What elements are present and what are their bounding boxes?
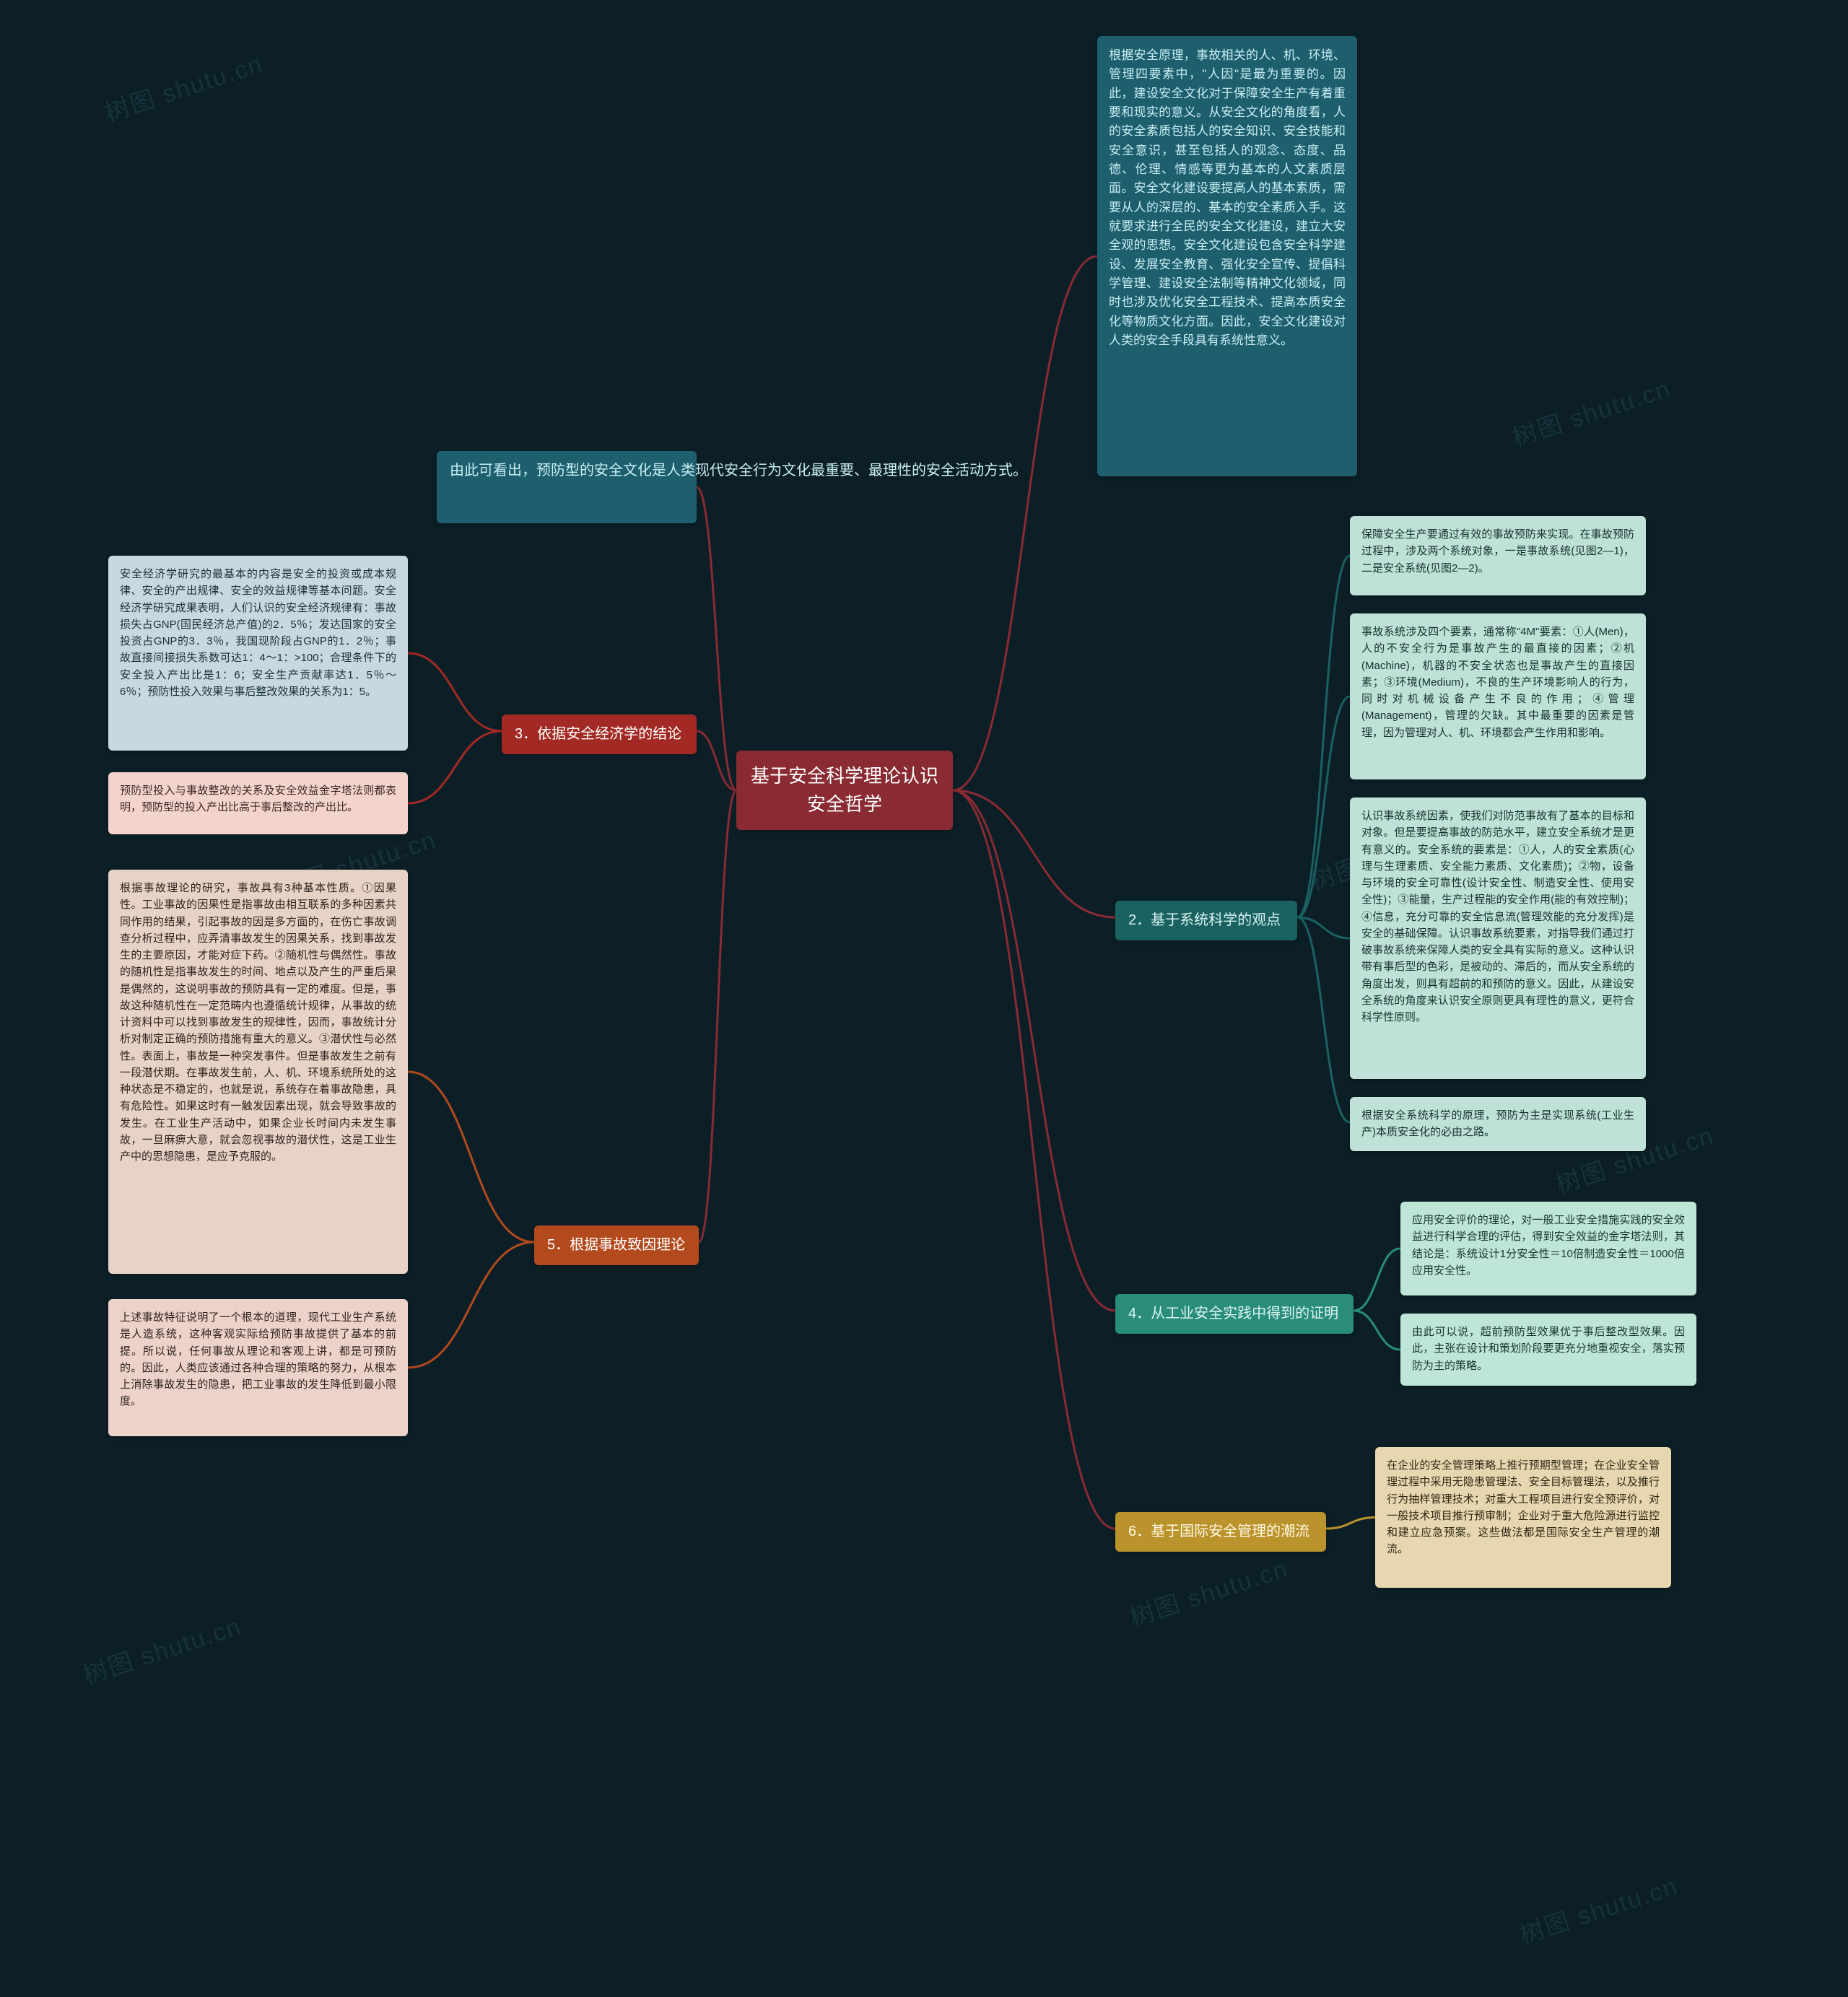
leaf-node[interactable]: 根据安全系统科学的原理，预防为主是实现系统(工业生产)本质安全化的必由之路。 bbox=[1350, 1097, 1646, 1151]
branch-node[interactable]: 由此可看出，预防型的安全文化是人类现代安全行为文化最重要、最理性的安全活动方式。 bbox=[437, 451, 697, 523]
leaf-node[interactable]: 保障安全生产要通过有效的事故预防来实现。在事故预防过程中，涉及两个系统对象，一是… bbox=[1350, 516, 1646, 595]
leaf-node[interactable]: 安全经济学研究的最基本的内容是安全的投资或成本规律、安全的产出规律、安全的效益规… bbox=[108, 556, 408, 751]
branch-node[interactable]: 3．依据安全经济学的结论 bbox=[502, 715, 697, 754]
watermark: 树图 shutu.cn bbox=[78, 1607, 245, 1691]
watermark: 树图 shutu.cn bbox=[1125, 1549, 1292, 1633]
watermark: 树图 shutu.cn bbox=[100, 44, 267, 128]
branch-node[interactable]: 根据安全原理，事故相关的人、机、环境、管理四要素中，"人因"是最为重要的。因此，… bbox=[1097, 36, 1357, 476]
branch-node[interactable]: 4．从工业安全实践中得到的证明 bbox=[1115, 1294, 1354, 1334]
leaf-node[interactable]: 根据事故理论的研究，事故具有3种基本性质。①因果性。工业事故的因果性是指事故由相… bbox=[108, 870, 408, 1274]
leaf-node[interactable]: 在企业的安全管理策略上推行预期型管理；在企业安全管理过程中采用无隐患管理法、安全… bbox=[1375, 1447, 1671, 1588]
leaf-node[interactable]: 应用安全评价的理论，对一般工业安全措施实践的安全效益进行科学合理的评估，得到安全… bbox=[1400, 1202, 1696, 1295]
leaf-node[interactable]: 由此可以说，超前预防型效果优于事后整改型效果。因此，主张在设计和策划阶段要更充分… bbox=[1400, 1314, 1696, 1386]
leaf-node[interactable]: 预防型投入与事故整改的关系及安全效益金字塔法则都表明，预防型的投入产出比高于事后… bbox=[108, 772, 408, 834]
branch-node[interactable]: 6．基于国际安全管理的潮流 bbox=[1115, 1512, 1326, 1552]
leaf-node[interactable]: 事故系统涉及四个要素，通常称"4M"要素：①人(Men)，人的不安全行为是事故产… bbox=[1350, 613, 1646, 779]
watermark: 树图 shutu.cn bbox=[1507, 369, 1675, 453]
branch-node[interactable]: 2．基于系统科学的观点 bbox=[1115, 901, 1297, 940]
watermark: 树图 shutu.cn bbox=[1514, 1866, 1682, 1951]
leaf-node[interactable]: 上述事故特征说明了一个根本的道理，现代工业生产系统是人造系统，这种客观实际给预防… bbox=[108, 1299, 408, 1436]
mindmap-canvas: 树图 shutu.cn 树图 shutu.cn 树图 shutu.cn 树图 shut… bbox=[0, 0, 1848, 1997]
branch-node[interactable]: 5．根据事故致因理论 bbox=[534, 1225, 699, 1265]
center-topic[interactable]: 基于安全科学理论认识安全哲学 bbox=[736, 751, 953, 830]
leaf-node[interactable]: 认识事故系统因素，使我们对防范事故有了基本的目标和对象。但是要提高事故的防范水平… bbox=[1350, 798, 1646, 1079]
